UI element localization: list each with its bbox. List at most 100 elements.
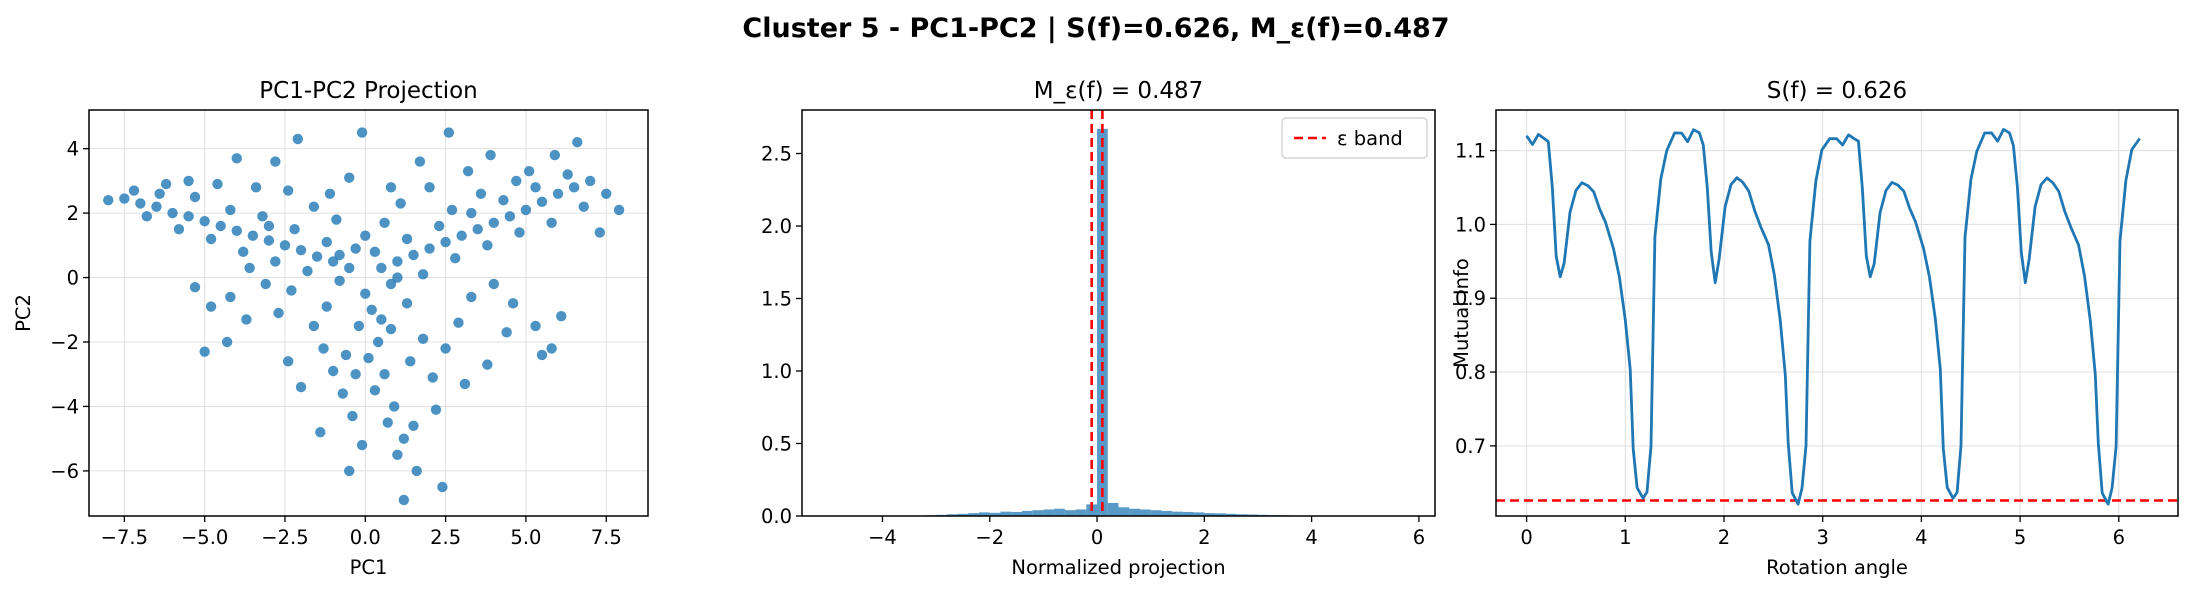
scatter-point <box>295 244 307 256</box>
scatter-point <box>350 369 361 380</box>
scatter-point <box>344 262 355 274</box>
scatter-point <box>244 262 255 274</box>
scatter-point <box>417 269 429 280</box>
scatter-point <box>453 317 464 328</box>
scatter-point <box>430 404 442 415</box>
legend-label: ε band <box>1337 127 1403 150</box>
scatter-point <box>514 227 525 238</box>
scatter-point <box>408 420 419 431</box>
scatter-point <box>546 343 557 354</box>
scatter-point <box>488 278 499 290</box>
figure-suptitle: Cluster 5 - PC1-PC2 | S(f)=0.626, M_ε(f)… <box>742 13 1449 44</box>
histogram-bar <box>1054 508 1065 516</box>
scatter-point <box>279 240 291 251</box>
scatter-point <box>462 166 474 177</box>
scatter-point <box>205 233 217 245</box>
y-tick-label: 2 <box>67 202 79 225</box>
scatter-point <box>189 191 201 203</box>
scatter-point <box>414 156 426 167</box>
x-tick-label: 2.5 <box>430 526 461 549</box>
x-tick-label: 3 <box>1816 526 1828 549</box>
histogram-title: M_ε(f) = 0.487 <box>1034 78 1204 104</box>
scatter-point <box>466 207 477 219</box>
scatter-point <box>321 236 332 248</box>
histogram-axes-frame <box>801 109 1436 517</box>
histogram-xlabel: Normalized projection <box>1011 556 1225 579</box>
x-tick-label: 2 <box>1718 526 1730 549</box>
scatter-point <box>292 133 304 145</box>
scatter-point <box>160 178 172 190</box>
scatter-point <box>433 220 445 232</box>
scatter-point <box>398 494 410 506</box>
scatter-point <box>173 224 185 235</box>
scatter-point <box>427 372 438 383</box>
scatter-point <box>475 188 487 199</box>
x-tick-label: −2.5 <box>261 526 308 549</box>
scatter-point <box>199 215 210 227</box>
scatter-point <box>498 195 509 206</box>
x-tick-label: 4 <box>1305 526 1317 549</box>
scatter-axes-frame <box>88 109 649 517</box>
line-grid <box>1496 110 2178 516</box>
scatter-point <box>141 211 153 222</box>
scatter-point <box>212 178 223 190</box>
scatter-point <box>238 246 249 257</box>
scatter-point <box>450 253 461 264</box>
scatter-point <box>578 201 589 212</box>
scatter-point <box>199 346 210 357</box>
scatter-point <box>282 185 294 196</box>
scatter-point <box>344 172 355 183</box>
scatter-point <box>601 188 612 199</box>
scatter-point <box>353 320 365 332</box>
histogram-legend: ε band <box>1281 117 1428 159</box>
scatter-point <box>241 314 252 325</box>
histogram-bar <box>1161 510 1173 516</box>
scatter-point <box>103 195 114 206</box>
x-tick-label: 4 <box>1915 526 1927 549</box>
scatter-point <box>250 182 262 193</box>
scatter-point <box>321 301 332 312</box>
mutual-info-curve <box>1525 128 2141 506</box>
scatter-point <box>344 465 355 477</box>
y-tick-label: 1.1 <box>1455 140 1486 163</box>
epsilon-band-lines <box>1090 110 1104 516</box>
y-tick-label: 4 <box>67 138 79 161</box>
scatter-point <box>507 298 519 309</box>
scatter-point <box>282 356 294 367</box>
scatter-point <box>324 188 336 199</box>
scatter-point <box>594 227 606 238</box>
scatter-point <box>331 214 342 225</box>
scatter-point <box>327 256 339 267</box>
scatter-point <box>443 127 455 138</box>
histogram-bar <box>1129 508 1140 516</box>
y-tick-label: 1.5 <box>761 288 792 311</box>
y-tick-label: 0.7 <box>1455 435 1486 458</box>
scatter-point <box>366 304 377 315</box>
scatter-point <box>488 217 499 228</box>
scatter-point <box>552 188 564 199</box>
x-tick-label: 5 <box>2014 526 2026 549</box>
scatter-point <box>584 175 596 187</box>
scatter-point <box>385 323 397 335</box>
scatter-point <box>337 388 348 399</box>
scatter-point <box>372 336 384 348</box>
line-title: S(f) = 0.626 <box>1767 78 1907 104</box>
scatter-point <box>247 230 259 241</box>
histogram-panel: −4 −2 0 2 4 6 0.0 0.5 1.0 1.5 2.0 2.5 M_ε(f) = 0.48… <box>761 78 1436 579</box>
histogram-bar <box>1064 510 1076 516</box>
y-tick-label: 0.9 <box>1455 287 1486 310</box>
histogram-bar <box>1204 513 1216 516</box>
scatter-point <box>356 127 368 138</box>
scatter-point <box>286 285 297 296</box>
scatter-xlabel: PC1 <box>350 556 388 579</box>
scatter-point <box>376 314 387 325</box>
scatter-point <box>546 217 557 228</box>
scatter-title: PC1-PC2 Projection <box>259 78 477 104</box>
scatter-point <box>347 410 358 422</box>
histogram-bar <box>1182 511 1194 516</box>
scatter-point <box>530 320 541 332</box>
y-tick-label: −2 <box>50 331 79 354</box>
scatter-point <box>369 385 381 396</box>
scatter-point <box>472 224 483 235</box>
scatter-point <box>360 230 371 241</box>
